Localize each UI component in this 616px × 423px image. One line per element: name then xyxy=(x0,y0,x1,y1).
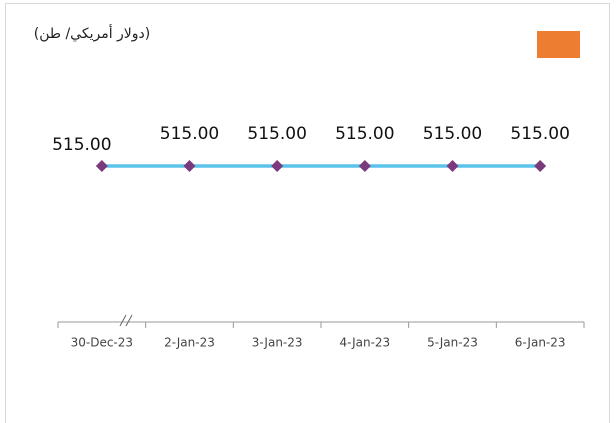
x-tick-label: 2-Jan-23 xyxy=(164,336,215,350)
x-tick-label: 6-Jan-23 xyxy=(515,336,566,350)
value-label: 515.00 xyxy=(423,124,482,144)
value-label: 515.00 xyxy=(510,124,569,144)
value-label: 515.00 xyxy=(247,124,306,144)
value-label: 515.00 xyxy=(335,124,394,144)
marker xyxy=(534,159,547,172)
axis-break xyxy=(119,314,133,327)
x-tick-label: 3-Jan-23 xyxy=(252,336,303,350)
marker xyxy=(271,159,284,172)
marker xyxy=(358,159,371,172)
chart-title: (دولار أمريكي/ طن) xyxy=(34,24,151,42)
value-label: 515.00 xyxy=(160,124,219,144)
x-tick-label: 4-Jan-23 xyxy=(339,336,390,350)
value-label: 515.00 xyxy=(52,135,111,155)
marker xyxy=(183,159,196,172)
marker xyxy=(95,159,108,172)
marker xyxy=(446,159,459,172)
chart-frame xyxy=(5,3,610,423)
x-tick-label: 5-Jan-23 xyxy=(427,336,478,350)
x-tick-label: 30-Dec-23 xyxy=(71,336,133,350)
legend-swatch xyxy=(537,31,580,58)
